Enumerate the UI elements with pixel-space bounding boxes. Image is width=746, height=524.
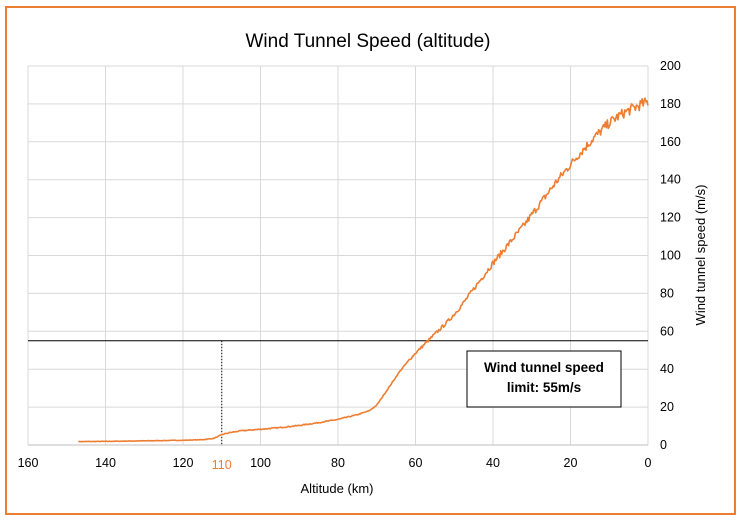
- y-tick-label: 100: [660, 249, 681, 263]
- wind-speed-series-line: [78, 97, 649, 443]
- x-axis-title: Altitude (km): [301, 481, 374, 496]
- x-tick-label: 60: [409, 456, 423, 470]
- y-tick-labels: 0 20 40 60 80 100 120 140 160 180 200: [660, 59, 681, 452]
- x-tick-label: 0: [645, 456, 652, 470]
- x-tick-label: 80: [331, 456, 345, 470]
- altitude-marker-label: 110: [212, 458, 232, 472]
- annotation-line-2: limit: 55m/s: [507, 380, 581, 395]
- y-tick-label: 140: [660, 173, 681, 187]
- limit-annotation: Wind tunnel speed limit: 55m/s: [466, 350, 622, 408]
- y-tick-label: 0: [660, 438, 667, 452]
- y-axis-title: Wind tunnel speed (m/s): [693, 185, 708, 326]
- y-tick-label: 40: [660, 362, 674, 376]
- x-tick-label: 100: [250, 456, 271, 470]
- annotation-box: [466, 350, 622, 408]
- chart-frame: [5, 6, 736, 515]
- annotation-line-1: Wind tunnel speed: [484, 360, 604, 375]
- x-tick-label: 40: [486, 456, 500, 470]
- y-tick-label: 120: [660, 211, 681, 225]
- y-tick-label: 200: [660, 59, 681, 73]
- y-tick-label: 60: [660, 324, 674, 338]
- y-tick-label: 160: [660, 135, 681, 149]
- x-tick-label: 160: [18, 456, 39, 470]
- x-tick-labels: 160 140 120 100 80 60 40 20 0 110: [18, 456, 652, 472]
- y-tick-label: 180: [660, 97, 681, 111]
- chart-title: Wind Tunnel Speed (altitude): [245, 31, 490, 52]
- series-group: [78, 97, 649, 443]
- y-tick-label: 20: [660, 400, 674, 414]
- x-tick-label: 140: [95, 456, 116, 470]
- x-tick-label: 120: [173, 456, 194, 470]
- y-tick-label: 80: [660, 286, 674, 300]
- x-tick-label: 20: [564, 456, 578, 470]
